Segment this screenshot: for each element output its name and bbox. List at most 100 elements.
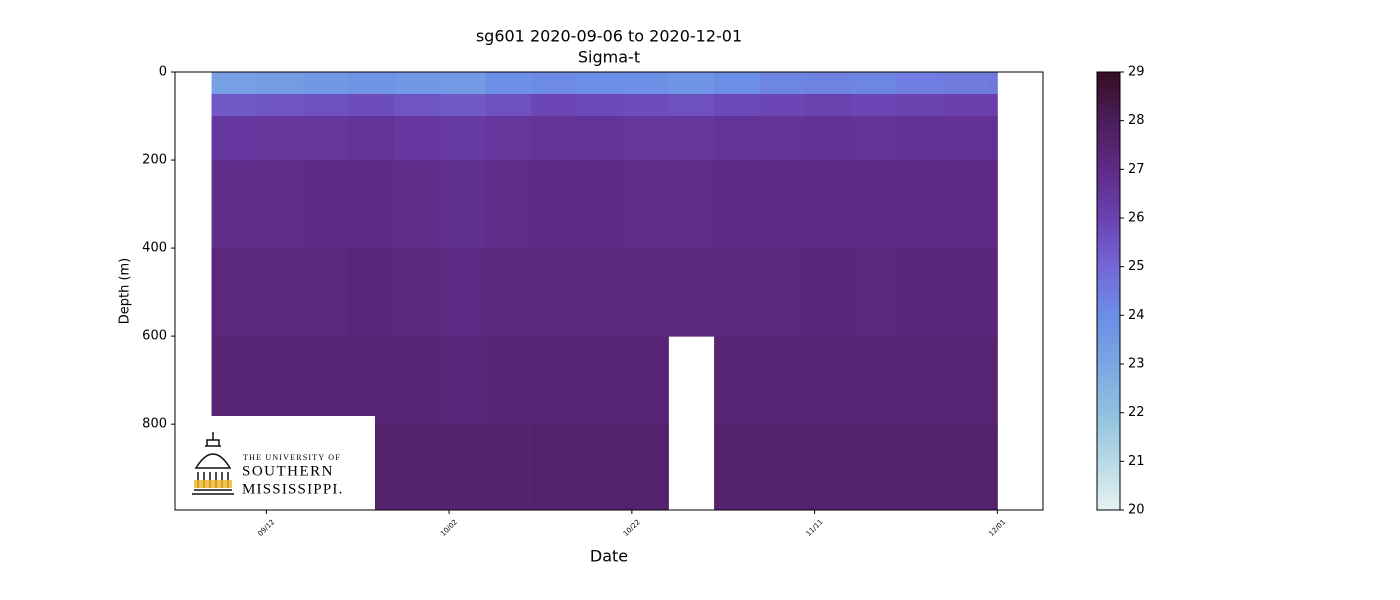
cell (302, 94, 350, 117)
cell (348, 116, 395, 161)
cell (622, 424, 669, 511)
cell (851, 116, 898, 161)
cell (714, 424, 761, 511)
cell (759, 248, 806, 337)
cell (577, 424, 624, 511)
cell (257, 94, 304, 117)
cell (439, 160, 487, 249)
cell (211, 116, 258, 161)
cell (896, 72, 943, 95)
cell (348, 72, 395, 95)
cell (805, 72, 852, 95)
y-tick-label: 0 (159, 65, 167, 80)
cell (668, 248, 715, 337)
cell (805, 248, 852, 337)
cell (759, 116, 806, 161)
cell (622, 72, 669, 95)
cell (394, 424, 441, 511)
cell (211, 336, 258, 425)
logo-gold (194, 480, 232, 488)
cell (668, 160, 715, 249)
cell (988, 94, 998, 117)
cell (257, 336, 304, 425)
cell (622, 336, 669, 425)
cell (988, 116, 998, 161)
cell (257, 248, 304, 337)
section-cells (211, 72, 998, 511)
cell (577, 116, 624, 161)
x-axis-label: Date (590, 547, 628, 566)
cell (622, 94, 669, 117)
cell (759, 336, 806, 425)
cell (577, 248, 624, 337)
cell (394, 336, 441, 425)
plot-frame (174, 71, 1044, 511)
cell (485, 94, 532, 117)
y-axis-label: Depth (m) (118, 258, 133, 325)
cell (942, 94, 989, 117)
cell (988, 160, 998, 249)
cell (896, 336, 943, 425)
y-tick-label: 400 (142, 241, 167, 256)
cell (805, 94, 852, 117)
cell (714, 94, 761, 117)
cell (485, 248, 532, 337)
cell (942, 160, 989, 249)
cell (439, 94, 487, 117)
cell (896, 94, 943, 117)
cell (851, 160, 898, 249)
cell (942, 248, 989, 337)
cell (211, 72, 258, 95)
cell (531, 248, 578, 337)
cell (439, 424, 487, 511)
cell (348, 248, 395, 337)
cell (714, 160, 761, 249)
cell (531, 336, 578, 425)
logo-text: MISSISSIPPI. (242, 481, 344, 497)
cell (485, 72, 532, 95)
cell (759, 160, 806, 249)
cell (348, 160, 395, 249)
cell (668, 72, 715, 95)
cell (531, 72, 578, 95)
cell (531, 116, 578, 161)
y-tick-label: 600 (142, 329, 167, 344)
cell (759, 94, 806, 117)
cell (394, 116, 441, 161)
colorbar-tick-label: 24 (1128, 308, 1145, 323)
cell (577, 94, 624, 117)
cell (714, 116, 761, 161)
cell (485, 336, 532, 425)
colorbar-tick-label: 26 (1128, 211, 1145, 226)
cell (302, 248, 350, 337)
x-tick-label: 09/12 (256, 518, 276, 538)
cell (851, 336, 898, 425)
colorbar-tick-label: 22 (1128, 405, 1145, 420)
cell (257, 160, 304, 249)
cell (394, 160, 441, 249)
cell (439, 72, 487, 95)
cell (211, 160, 258, 249)
colorbar-tick-label: 21 (1128, 454, 1145, 469)
cell (439, 248, 487, 337)
cell (942, 72, 989, 95)
cell (896, 248, 943, 337)
cell (942, 424, 989, 511)
cell (805, 424, 852, 511)
cell (714, 72, 761, 95)
cell (302, 160, 350, 249)
cell (942, 336, 989, 425)
cell (439, 116, 487, 161)
cell (988, 72, 998, 95)
colorbar-tick-label: 25 (1128, 259, 1145, 274)
cell (531, 160, 578, 249)
chart-subtitle: Sigma-t (578, 48, 640, 67)
cell (485, 160, 532, 249)
cell (577, 336, 624, 425)
cell (577, 160, 624, 249)
colorbar-tick-label: 20 (1128, 503, 1145, 518)
cell (394, 72, 441, 95)
chart-title: sg601 2020-09-06 to 2020-12-01 (476, 27, 742, 46)
cell (988, 336, 998, 425)
